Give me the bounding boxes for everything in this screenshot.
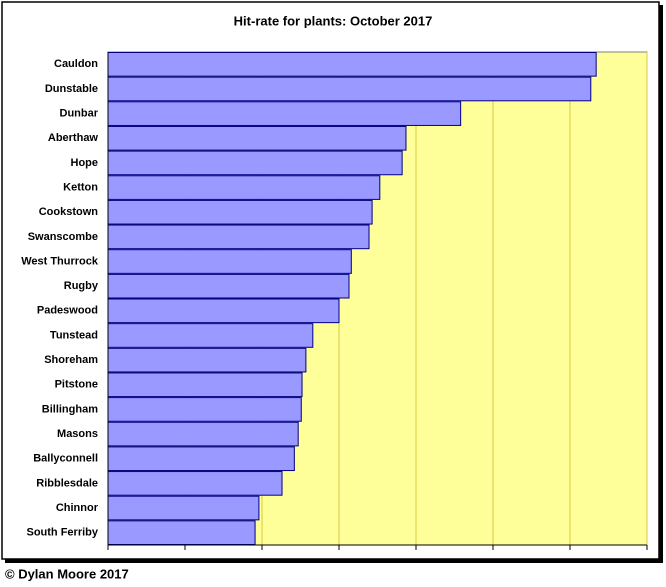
- bar: [107, 520, 256, 545]
- bar: [107, 224, 370, 250]
- bar: [107, 495, 260, 521]
- y-tick-label: Aberthaw: [48, 132, 99, 144]
- y-tick-label: Tunstead: [50, 329, 98, 341]
- bar: [107, 323, 314, 348]
- y-tick-label: Ribblesdale: [36, 477, 98, 489]
- y-tick-label: Chinnor: [56, 502, 99, 514]
- y-tick-label: Pitstone: [55, 379, 98, 391]
- y-tick-label: Cookstown: [39, 206, 99, 218]
- bar: [107, 199, 373, 225]
- bar: [107, 125, 407, 151]
- chart-title: Hit-rate for plants: October 2017: [234, 13, 433, 28]
- bar: [107, 150, 403, 176]
- y-tick-label: Cauldon: [54, 58, 98, 70]
- bar: [107, 76, 592, 102]
- y-tick-label: Shoreham: [44, 354, 98, 366]
- y-tick-label: Ballyconnell: [33, 453, 98, 465]
- y-tick-label: Dunstable: [45, 83, 98, 95]
- y-tick-label: Padeswood: [37, 305, 98, 317]
- bar: [107, 347, 307, 373]
- bar: [107, 52, 597, 77]
- y-tick-label: West Thurrock: [21, 255, 99, 267]
- y-tick-label: Swanscombe: [28, 231, 98, 243]
- bar: [107, 249, 352, 274]
- y-tick-label: Billingham: [42, 403, 98, 415]
- y-tick-label: Masons: [57, 428, 98, 440]
- bar: [107, 397, 302, 422]
- bar: [107, 421, 299, 447]
- bar: [107, 446, 295, 472]
- bar: [107, 471, 283, 496]
- y-tick-label: Rugby: [64, 280, 99, 292]
- bar: [107, 101, 462, 126]
- y-tick-label: Hope: [71, 157, 99, 169]
- bar: [107, 273, 350, 299]
- bar: [107, 298, 340, 324]
- y-tick-label: Ketton: [63, 181, 98, 193]
- credit: © Dylan Moore 2017: [5, 566, 129, 581]
- bar: [107, 372, 303, 398]
- y-tick-label: Dunbar: [60, 108, 99, 120]
- bar: [107, 175, 381, 200]
- y-tick-label: South Ferriby: [26, 527, 98, 539]
